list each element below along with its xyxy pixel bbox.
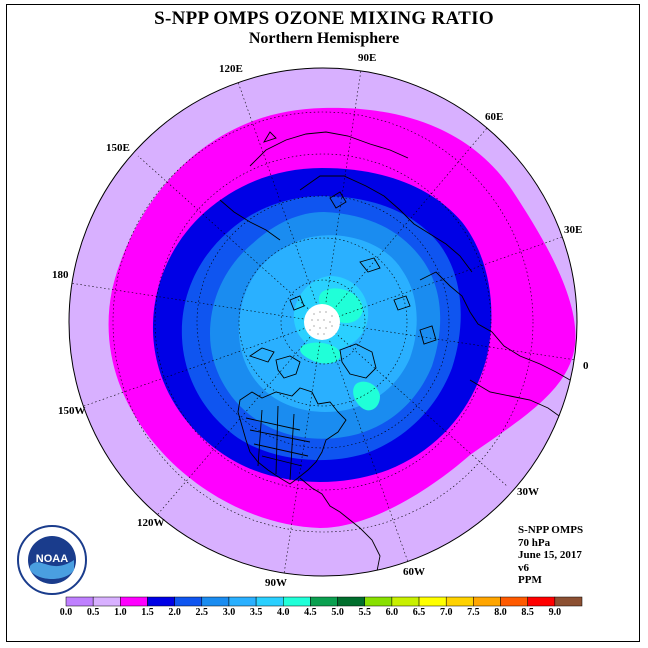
map-title: S-NPP OMPS OZONE MIXING RATIO [154,8,494,29]
polar-dots [309,311,333,335]
legend-tick-label: 5.0 [331,607,344,618]
info-instrument: S-NPP OMPS [518,524,584,536]
legend-tick-label: 1.5 [141,607,154,618]
lon-label-30w: 30W [517,486,539,498]
contour-patch-4.0-c [353,381,380,411]
latitude-circles [112,111,534,533]
legend-tick-label: 3.5 [249,607,263,618]
info-units: PPM [518,574,542,586]
lon-label-150w: 150W [58,405,86,417]
legend-tick-label: 4.5 [304,607,317,618]
legend-tick-label: 8.5 [521,607,534,618]
lon-label-120e: 120E [219,63,243,75]
legend-tick-label: 2.0 [168,607,181,618]
legend-tick-label: 6.0 [385,607,399,618]
legend-tick-label: 7.5 [467,607,480,618]
lon-label-180: 180 [52,269,69,281]
legend-tick-label: 5.5 [358,607,371,618]
lon-label-90w: 90W [265,577,287,589]
legend-tick-label: 7.0 [439,607,453,618]
lon-label-150e: 150E [106,142,130,154]
legend-tick-label: 3.0 [222,607,236,618]
legend-tick-label: 9.0 [548,607,562,618]
map-border [68,67,578,577]
info-version: v6 [518,561,529,574]
coastlines [219,131,571,576]
polar-no-data [304,304,340,340]
legend-tick-label: 6.5 [412,607,426,618]
lon-label-0: 0 [583,360,589,372]
legend-tick-label: 2.5 [195,607,209,618]
lon-label-60e: 60E [485,111,504,123]
contour-patch-4.0-b [300,342,341,364]
info-level: 70 hPa [518,536,551,549]
plot-frame [6,4,640,642]
lon-label-90e: 90E [358,52,377,64]
legend-tick-label: 0.5 [86,607,100,618]
lon-label-60w: 60W [403,566,425,578]
legend-tick-label: 4.0 [277,607,290,618]
meridians [69,69,577,575]
lon-label-120w: 120W [137,517,165,529]
lon-label-30e: 30E [564,224,583,236]
map-subtitle: Northern Hemisphere [248,30,400,47]
legend-tick-label: 1.0 [114,607,127,618]
noaa-logo-text: NOAA [36,553,68,565]
noaa-logo: NOAA [17,525,87,595]
info-block: S-NPP OMPS 70 hPa June 15, 2017 v6 PPM [518,524,583,587]
legend-tick-label: 8.0 [494,607,507,618]
legend-tick-label: 0.0 [59,607,73,618]
info-date: June 15, 2017 [518,549,582,561]
